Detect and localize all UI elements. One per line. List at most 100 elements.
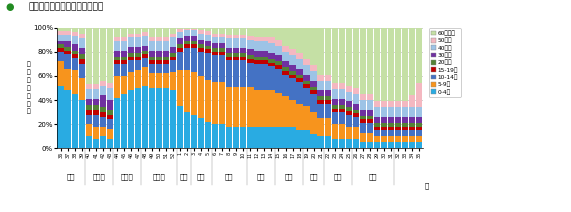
Bar: [233, 28, 239, 35]
Bar: [184, 45, 190, 48]
Bar: [205, 35, 211, 41]
Bar: [388, 28, 394, 101]
Bar: [388, 107, 394, 117]
Bar: [332, 89, 338, 99]
Bar: [198, 45, 204, 48]
Bar: [135, 70, 141, 88]
Bar: [128, 53, 134, 57]
Bar: [353, 113, 359, 117]
Bar: [296, 53, 303, 59]
Text: ２月: ２月: [197, 173, 206, 180]
Bar: [409, 136, 415, 142]
Bar: [395, 136, 401, 142]
Bar: [247, 63, 254, 87]
Bar: [373, 136, 380, 142]
Bar: [149, 57, 155, 60]
Bar: [128, 72, 134, 90]
Bar: [254, 64, 260, 90]
Bar: [142, 36, 148, 46]
Bar: [86, 114, 92, 124]
Bar: [275, 61, 282, 65]
Bar: [156, 28, 162, 37]
Bar: [275, 46, 282, 55]
Bar: [219, 37, 226, 43]
Bar: [191, 36, 198, 41]
Bar: [296, 28, 303, 53]
Text: ６月: ６月: [309, 173, 318, 180]
Bar: [184, 30, 190, 36]
Bar: [79, 48, 85, 54]
Bar: [240, 53, 247, 57]
Bar: [262, 50, 268, 57]
Bar: [282, 71, 289, 75]
Bar: [226, 87, 232, 127]
Bar: [416, 83, 422, 107]
Bar: [254, 37, 260, 41]
Bar: [93, 28, 99, 84]
Bar: [324, 28, 331, 75]
Bar: [135, 37, 141, 47]
Bar: [191, 28, 198, 29]
Bar: [226, 35, 232, 38]
Bar: [149, 37, 155, 41]
Bar: [219, 82, 226, 124]
Bar: [262, 37, 268, 41]
Bar: [381, 28, 387, 101]
Bar: [388, 101, 394, 107]
Bar: [332, 28, 338, 83]
Bar: [240, 28, 247, 35]
Bar: [163, 60, 169, 64]
Bar: [107, 110, 113, 114]
Text: ９月: ９月: [67, 173, 75, 180]
Bar: [282, 127, 289, 148]
Bar: [402, 142, 408, 148]
Bar: [416, 28, 422, 83]
Bar: [219, 28, 226, 34]
Bar: [268, 90, 275, 127]
Bar: [205, 80, 211, 122]
Bar: [93, 99, 99, 105]
Bar: [289, 65, 296, 71]
Bar: [184, 112, 190, 148]
Bar: [114, 76, 120, 98]
Bar: [296, 130, 303, 148]
Bar: [332, 105, 338, 109]
Bar: [373, 28, 380, 101]
Bar: [275, 65, 282, 69]
Y-axis label: 年
齢
別
区
分
割
合: 年 齢 別 区 分 割 合: [26, 61, 30, 114]
Bar: [142, 28, 148, 32]
Bar: [332, 124, 338, 139]
Bar: [184, 48, 190, 70]
Bar: [345, 92, 352, 101]
Bar: [268, 66, 275, 90]
Bar: [107, 139, 113, 148]
Bar: [191, 41, 198, 45]
Bar: [93, 139, 99, 148]
Bar: [107, 129, 113, 139]
Bar: [296, 69, 303, 75]
Bar: [289, 28, 296, 49]
Bar: [58, 61, 64, 86]
Bar: [373, 107, 380, 117]
Bar: [198, 52, 204, 76]
Bar: [381, 130, 387, 136]
Bar: [86, 89, 92, 99]
Bar: [388, 117, 394, 123]
Bar: [311, 81, 317, 87]
Bar: [71, 70, 78, 94]
Bar: [311, 94, 317, 112]
Bar: [120, 76, 127, 94]
Bar: [353, 127, 359, 139]
Bar: [99, 117, 106, 127]
Bar: [388, 130, 394, 136]
Bar: [409, 130, 415, 136]
Bar: [317, 28, 324, 75]
Bar: [219, 48, 226, 52]
Bar: [247, 127, 254, 148]
Bar: [282, 46, 289, 52]
Bar: [198, 30, 204, 34]
Text: ４月: ４月: [256, 173, 265, 180]
Bar: [367, 110, 373, 116]
Bar: [381, 123, 387, 127]
Bar: [149, 74, 155, 88]
